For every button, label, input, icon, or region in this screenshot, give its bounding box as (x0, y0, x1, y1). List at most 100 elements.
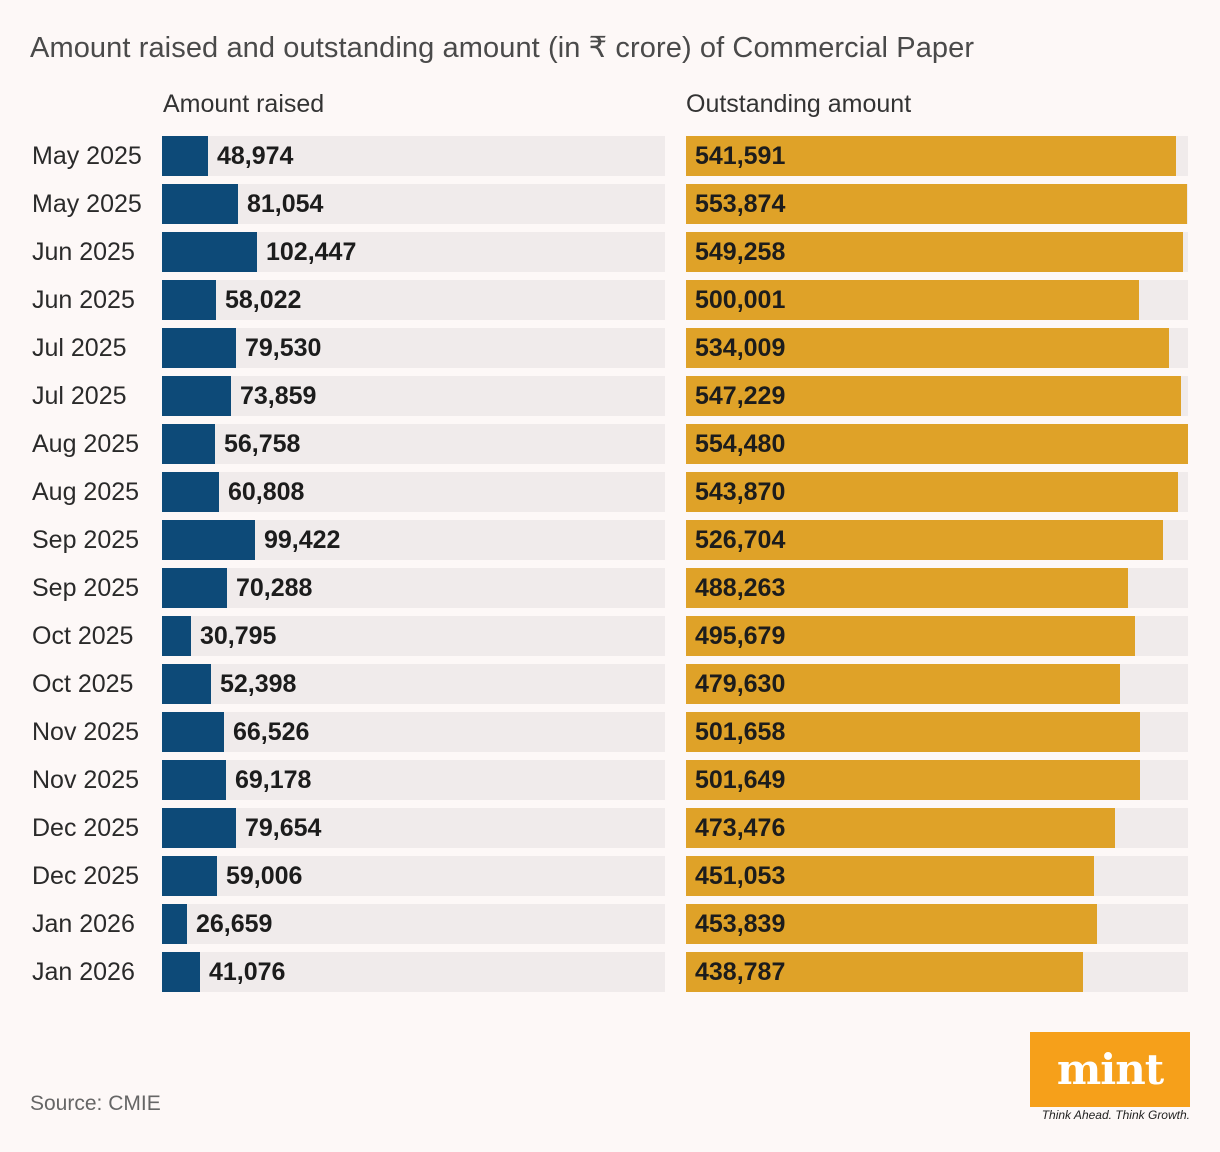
outstanding-bar (686, 232, 1183, 272)
raised-bar (162, 568, 227, 608)
raised-value-label: 66,526 (233, 718, 310, 746)
raised-value-label: 58,022 (225, 286, 302, 314)
outstanding-track: 554,480 (686, 424, 1188, 464)
category-label: Dec 2025 (32, 862, 140, 890)
raised-track: 99,422 (162, 520, 665, 560)
raised-bar (162, 376, 231, 416)
outstanding-value-label: 473,476 (695, 814, 786, 842)
outstanding-track: 534,009 (686, 328, 1188, 368)
raised-track: 73,859 (162, 376, 665, 416)
category-label: Aug 2025 (32, 478, 140, 506)
outstanding-track: 526,704 (686, 520, 1188, 560)
outstanding-value-label: 501,649 (695, 766, 786, 794)
outstanding-bar (686, 712, 1140, 752)
category-label: Sep 2025 (32, 574, 140, 602)
category-label: Sep 2025 (32, 526, 140, 554)
raised-value-label: 99,422 (264, 526, 341, 554)
outstanding-track: 541,591 (686, 136, 1188, 176)
outstanding-value-label: 453,839 (695, 910, 786, 938)
raised-bar (162, 952, 200, 992)
raised-bar (162, 232, 257, 272)
outstanding-bar (686, 184, 1187, 224)
category-label: Oct 2025 (32, 670, 134, 698)
outstanding-track: 479,630 (686, 664, 1188, 704)
raised-bar (162, 616, 191, 656)
outstanding-track: 495,679 (686, 616, 1188, 656)
raised-track: 48,974 (162, 136, 665, 176)
raised-value-label: 60,808 (228, 478, 305, 506)
raised-track: 66,526 (162, 712, 665, 752)
outstanding-bar (686, 424, 1188, 464)
outstanding-bar (686, 520, 1163, 560)
category-label: May 2025 (32, 190, 142, 218)
outstanding-value-label: 541,591 (695, 142, 786, 170)
chart-title: Amount raised and outstanding amount (in… (30, 32, 975, 64)
raised-value-label: 26,659 (196, 910, 273, 938)
category-label: Jan 2026 (32, 910, 135, 938)
outstanding-track: 488,263 (686, 568, 1188, 608)
outstanding-track: 451,053 (686, 856, 1188, 896)
category-label: Jun 2025 (32, 238, 135, 266)
category-label: Aug 2025 (32, 430, 140, 458)
category-label: Jun 2025 (32, 286, 135, 314)
raised-value-label: 79,530 (245, 334, 322, 362)
outstanding-value-label: 495,679 (695, 622, 786, 650)
raised-track: 79,654 (162, 808, 665, 848)
outstanding-value-label: 526,704 (695, 526, 786, 554)
raised-bar (162, 184, 238, 224)
raised-value-label: 52,398 (220, 670, 297, 698)
raised-bar (162, 712, 224, 752)
raised-value-label: 56,758 (224, 430, 301, 458)
outstanding-bar (686, 472, 1178, 512)
outstanding-value-label: 438,787 (695, 958, 786, 986)
raised-track: 59,006 (162, 856, 665, 896)
raised-value-label: 59,006 (226, 862, 303, 890)
outstanding-value-label: 501,658 (695, 718, 786, 746)
category-label: Jan 2026 (32, 958, 135, 986)
raised-bar (162, 424, 215, 464)
raised-bar (162, 328, 236, 368)
outstanding-track: 501,649 (686, 760, 1188, 800)
raised-bar (162, 760, 226, 800)
category-label: May 2025 (32, 142, 142, 170)
category-label: Nov 2025 (32, 718, 140, 746)
outstanding-value-label: 549,258 (695, 238, 786, 266)
outstanding-value-label: 451,053 (695, 862, 786, 890)
outstanding-value-label: 543,870 (695, 478, 786, 506)
source-note: Source: CMIE (30, 1092, 161, 1115)
raised-bar (162, 520, 255, 560)
raised-bar (162, 856, 217, 896)
category-label: Oct 2025 (32, 622, 134, 650)
outstanding-bar (686, 568, 1128, 608)
category-label: Jul 2025 (32, 334, 127, 362)
outstanding-track: 543,870 (686, 472, 1188, 512)
raised-value-label: 102,447 (266, 238, 357, 266)
raised-bar (162, 280, 216, 320)
raised-bar (162, 664, 211, 704)
outstanding-track: 453,839 (686, 904, 1188, 944)
raised-value-label: 48,974 (217, 142, 294, 170)
outstanding-value-label: 553,874 (695, 190, 786, 218)
raised-bar (162, 136, 208, 176)
raised-value-label: 73,859 (240, 382, 317, 410)
raised-value-label: 79,654 (245, 814, 322, 842)
raised-value-label: 69,178 (235, 766, 312, 794)
outstanding-value-label: 500,001 (695, 286, 786, 314)
raised-track: 102,447 (162, 232, 665, 272)
category-label: Jul 2025 (32, 382, 127, 410)
raised-track: 30,795 (162, 616, 665, 656)
outstanding-track: 501,658 (686, 712, 1188, 752)
raised-value-label: 30,795 (200, 622, 277, 650)
outstanding-bar (686, 376, 1181, 416)
raised-track: 69,178 (162, 760, 665, 800)
outstanding-column-header: Outstanding amount (686, 90, 912, 118)
outstanding-bar (686, 280, 1139, 320)
raised-track: 70,288 (162, 568, 665, 608)
outstanding-bar (686, 664, 1120, 704)
raised-track: 79,530 (162, 328, 665, 368)
outstanding-bar (686, 808, 1115, 848)
raised-track: 41,076 (162, 952, 665, 992)
outstanding-value-label: 488,263 (695, 574, 786, 602)
outstanding-bar (686, 952, 1083, 992)
raised-track: 81,054 (162, 184, 665, 224)
